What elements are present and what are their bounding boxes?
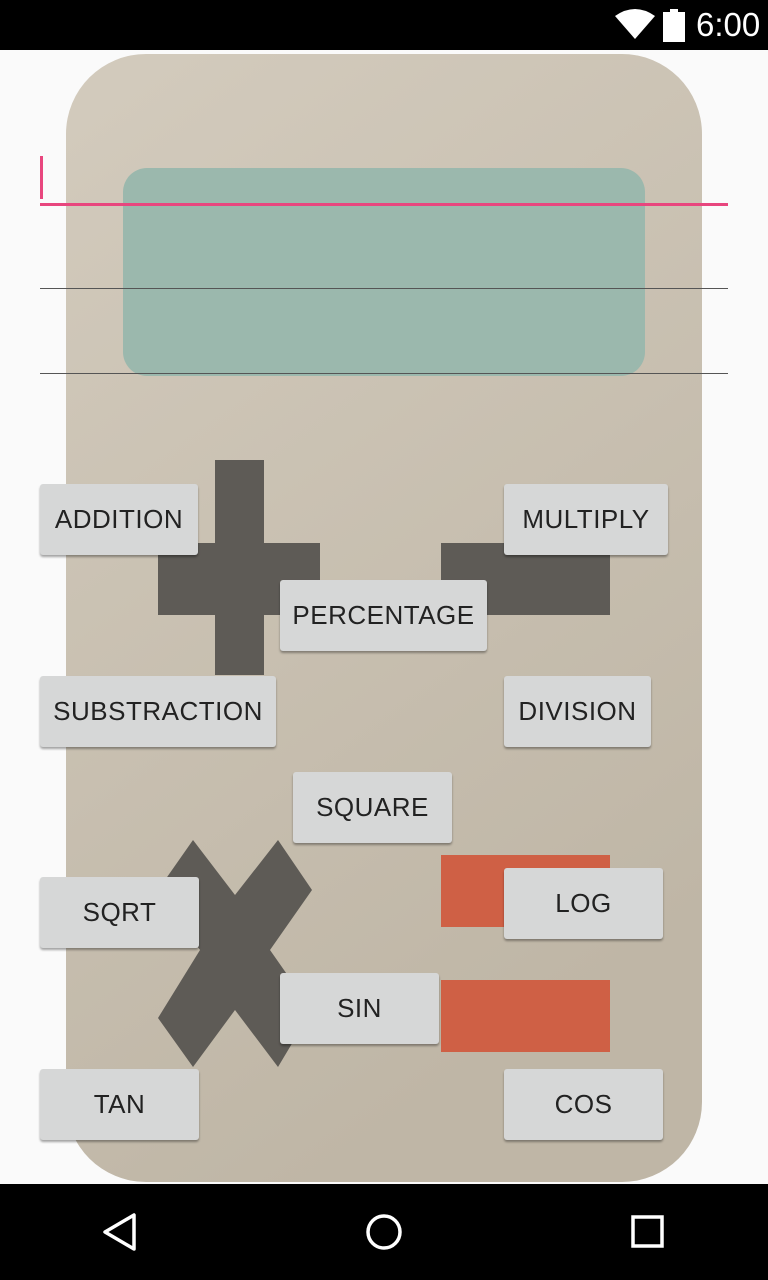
- square-button[interactable]: SQUARE: [293, 772, 452, 843]
- battery-icon: [663, 9, 685, 42]
- equals-symbol-bottom: [441, 980, 610, 1052]
- calculator-display-panel: [123, 168, 645, 376]
- substraction-button[interactable]: SUBSTRACTION: [40, 676, 276, 747]
- input-field-1[interactable]: [40, 203, 728, 206]
- input-field-3[interactable]: [40, 373, 728, 374]
- back-icon[interactable]: [100, 1212, 140, 1252]
- text-cursor: [40, 156, 43, 199]
- log-button[interactable]: LOG: [504, 868, 663, 939]
- addition-button[interactable]: ADDITION: [40, 484, 198, 555]
- status-time: 6:00: [696, 6, 761, 43]
- home-icon[interactable]: [364, 1212, 404, 1252]
- cos-button[interactable]: COS: [504, 1069, 663, 1140]
- sin-button[interactable]: SIN: [280, 973, 439, 1044]
- navigation-bar: [0, 1184, 768, 1280]
- percentage-button[interactable]: PERCENTAGE: [280, 580, 487, 651]
- status-bar: 6:00: [0, 0, 768, 50]
- recents-icon[interactable]: [630, 1214, 666, 1250]
- calculator-screen: ADDITION MULTIPLY PERCENTAGE SUBSTRACTIO…: [0, 50, 768, 1184]
- input-field-2[interactable]: [40, 288, 728, 289]
- division-button[interactable]: DIVISION: [504, 676, 651, 747]
- wifi-icon: [615, 9, 655, 39]
- sqrt-button[interactable]: SQRT: [40, 877, 199, 948]
- multiply-button[interactable]: MULTIPLY: [504, 484, 668, 555]
- tan-button[interactable]: TAN: [40, 1069, 199, 1140]
